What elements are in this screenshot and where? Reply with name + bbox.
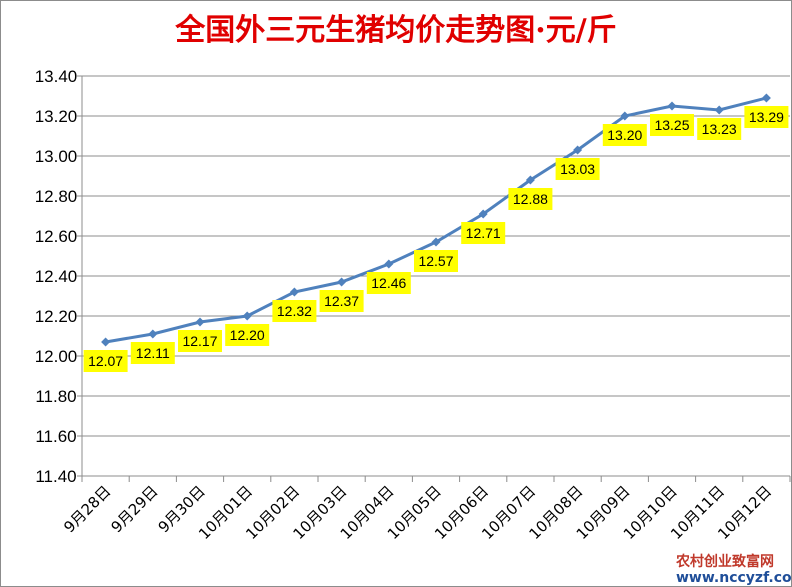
data-point [478, 209, 488, 219]
y-tick-label: 11.40 [35, 467, 76, 486]
data-point [289, 287, 299, 297]
data-label-box [83, 350, 128, 372]
data-label-box [744, 106, 789, 128]
data-label: 12.71 [466, 225, 501, 241]
watermark-text: 农村创业致富网 [675, 553, 774, 570]
data-point [761, 93, 771, 103]
y-tick-label: 13.40 [35, 67, 78, 86]
data-label: 13.03 [560, 161, 595, 177]
data-point [242, 311, 252, 321]
data-point [667, 101, 677, 111]
y-tick-label: 11.60 [35, 427, 76, 446]
data-label: 12.88 [513, 191, 548, 207]
data-label: 13.20 [607, 127, 642, 143]
data-label-box [130, 342, 175, 364]
data-point [525, 175, 535, 185]
data-label: 13.23 [702, 121, 737, 137]
data-label-box [414, 250, 458, 272]
watermark-url: www.nccyzf.com [676, 570, 792, 586]
watermark: 农村创业致富网 www.nccyzf.com [675, 553, 792, 586]
data-point [384, 259, 394, 269]
series-markers [101, 93, 771, 347]
data-label: 12.20 [230, 327, 265, 343]
data-label-box [366, 272, 411, 294]
data-label-box [272, 300, 317, 322]
data-label-box [319, 290, 364, 312]
data-point [431, 237, 441, 247]
y-tick-label: 11.80 [35, 387, 76, 406]
data-point [195, 317, 205, 327]
data-point [101, 337, 111, 347]
data-label: 12.57 [418, 253, 453, 269]
x-tick-label: 9月28日 [60, 482, 114, 536]
y-tick-label: 12.20 [35, 307, 78, 326]
data-label-box [225, 324, 270, 346]
data-label-box [178, 330, 222, 352]
y-tick-label: 12.00 [35, 347, 78, 366]
data-point [714, 105, 724, 115]
y-tick-label: 12.40 [35, 267, 78, 286]
data-labels: 12.07 12.11 12.17 12.20 12.32 12.37 12.46 12.57… [83, 106, 789, 372]
x-tick-label: 9月29日 [107, 482, 161, 536]
y-axis-ticks: 11.40 11.60 11.80 12.00 12.20 12.40 12.60 12.80… [35, 67, 82, 486]
data-label-box [461, 222, 506, 244]
data-label-box [508, 188, 553, 210]
y-tick-label: 13.00 [35, 147, 78, 166]
data-label: 12.46 [371, 275, 406, 291]
data-point [337, 277, 347, 287]
data-point [573, 145, 583, 155]
data-label: 12.32 [277, 303, 312, 319]
data-point [148, 329, 158, 339]
x-axis-ticks: 9月28日9月29日9月30日10月01日10月02日10月03日10月04日1… [60, 476, 791, 543]
data-label: 12.37 [324, 293, 359, 309]
y-tick-label: 13.20 [35, 107, 78, 126]
data-label-box [602, 124, 647, 146]
data-point [620, 111, 630, 121]
data-label: 13.29 [749, 109, 784, 125]
chart-title: 全国外三元生猪均价走势图·元/斤 [174, 13, 616, 48]
data-label-box [697, 118, 742, 140]
y-tick-label: 12.80 [35, 187, 78, 206]
data-label: 12.17 [182, 333, 217, 349]
data-label-box [555, 158, 600, 180]
data-label: 12.11 [136, 345, 170, 361]
data-label: 13.25 [654, 117, 689, 133]
y-tick-label: 12.60 [35, 227, 78, 246]
data-label-box [650, 114, 694, 136]
data-label: 12.07 [88, 353, 123, 369]
